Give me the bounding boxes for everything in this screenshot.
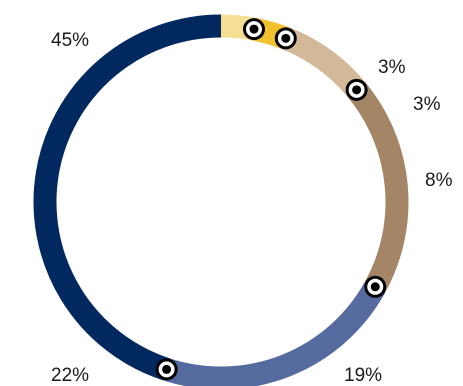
boundary-marker-dot-1 — [249, 25, 258, 34]
donut-segments — [45, 26, 397, 378]
slice-label-4: 19% — [344, 365, 382, 386]
donut-segment-6 — [45, 26, 221, 369]
boundary-marker-dot-2 — [281, 34, 290, 43]
slice-label-6: 45% — [51, 30, 89, 51]
boundary-marker-dot-5 — [162, 365, 171, 374]
slice-label-5: 22% — [51, 365, 89, 386]
boundary-marker-dot-3 — [352, 85, 361, 94]
slice-label-2: 3% — [413, 94, 441, 115]
donut-segment-4 — [357, 90, 397, 287]
slice-label-1: 3% — [378, 57, 406, 78]
boundary-marker-dot-4 — [371, 282, 380, 291]
donut-segment-3 — [286, 38, 357, 89]
slice-label-3: 8% — [425, 170, 453, 191]
